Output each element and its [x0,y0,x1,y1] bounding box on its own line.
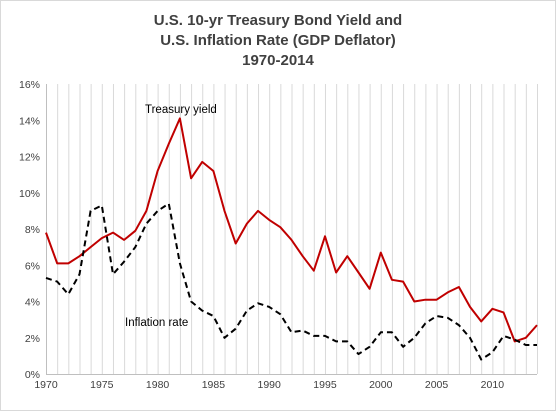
series-line-treasury-yield [45,117,538,343]
series-annotations: Treasury yield Inflation rate [125,104,217,329]
x-axis-ticks: 1970 1975 1980 1985 1990 1995 2000 2005 2010 [34,379,504,391]
y-tick-label: 12% [19,152,40,164]
y-tick-label: 8% [25,224,40,236]
series-line-inflation-rate [45,202,537,361]
annotation-inflation-rate: Inflation rate [125,317,188,329]
x-tick-label: 1985 [202,379,226,391]
y-tick-label: 6% [25,260,40,272]
chart-title-line-2: U.S. Inflation Rate (GDP Deflator) [160,32,396,49]
x-tick-label: 2005 [425,379,449,391]
annotation-treasury-yield: Treasury yield [145,104,217,116]
chart-title-line-1: U.S. 10-yr Treasury Bond Yield and [154,12,402,29]
y-axis-ticks: 0% 2% 4% 6% 8% 10% 12% 14% 16% [19,79,40,381]
y-tick-label: 0% [25,369,40,381]
chart-title: U.S. 10-yr Treasury Bond Yield and U.S. … [154,12,402,69]
y-tick-label: 10% [19,188,40,200]
x-tick-label: 1970 [34,379,58,391]
y-tick-label: 16% [19,79,40,91]
x-tick-label: 2000 [369,379,393,391]
x-tick-label: 1975 [90,379,114,391]
x-tick-label: 1990 [258,379,282,391]
y-tick-label: 2% [25,333,40,345]
y-tick-label: 14% [19,115,40,127]
gridlines [57,84,538,374]
axes [46,84,537,375]
series-lines [45,117,538,361]
x-tick-label: 2010 [481,379,505,391]
y-tick-label: 4% [25,297,40,309]
x-tick-label: 1980 [146,379,170,391]
chart-title-line-3: 1970-2014 [242,52,314,69]
x-tick-label: 1995 [313,379,337,391]
